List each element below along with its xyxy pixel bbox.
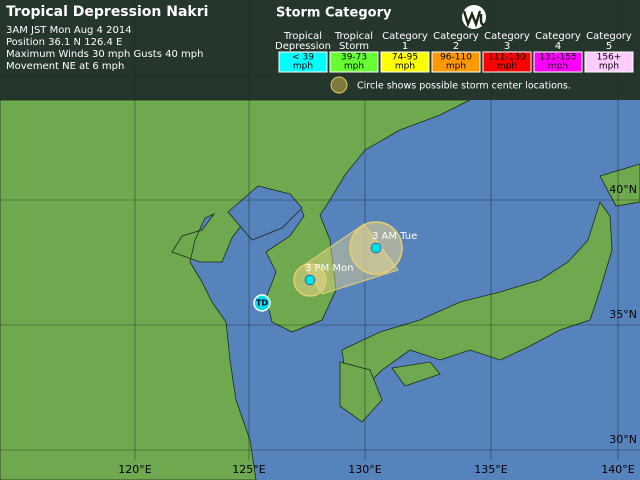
category-name: 1: [402, 41, 408, 52]
category-name: Depression: [275, 41, 331, 52]
info-line: Maximum Winds 30 mph Gusts 40 mph: [6, 49, 203, 60]
latitude-label: 30°N: [609, 433, 637, 446]
category-name: 5: [606, 41, 612, 52]
category-range: 111-130: [488, 53, 526, 63]
category-swatch: [380, 51, 430, 73]
land-honshu: [341, 201, 613, 391]
cone-note: Circle shows possible storm center locat…: [357, 81, 571, 92]
category-range: 96-110: [440, 53, 472, 63]
longitude-label: 125°E: [232, 463, 265, 476]
latitude-label: 35°N: [609, 308, 637, 321]
category-name: Category: [535, 31, 581, 42]
cone-legend-circle: [330, 76, 348, 94]
track-label: 3 PM Mon: [305, 263, 353, 274]
category-swatch: [533, 51, 583, 73]
longitude-label: 130°E: [348, 463, 381, 476]
category-swatch: [482, 51, 532, 73]
category-swatch: [584, 51, 634, 73]
header-band: [0, 0, 640, 100]
bohai-sea: [227, 185, 303, 241]
category-name: Category: [484, 31, 530, 42]
info-line: Movement NE at 6 mph: [6, 61, 124, 72]
info-line: Position 36.1 N 126.4 E: [6, 37, 122, 48]
category-swatch: [329, 51, 379, 73]
info-line: 3AM JST Mon Aug 4 2014: [6, 25, 132, 36]
wu-logo: [462, 5, 486, 29]
track-label: 3 AM Tue: [372, 231, 417, 242]
category-swatch: [278, 51, 328, 73]
logo-mark: [462, 10, 486, 28]
category-swatch: [431, 51, 481, 73]
category-range: mph: [293, 62, 313, 72]
category-range: 131-155: [539, 53, 577, 63]
category-range: mph: [497, 62, 517, 72]
legend-title: Storm Category: [276, 6, 392, 21]
category-range: 74-95: [392, 53, 418, 63]
category-name: 3: [504, 41, 510, 52]
category-name: Tropical: [334, 31, 373, 42]
longitude-label: 120°E: [118, 463, 151, 476]
forecast-point: [304, 274, 316, 286]
forecast-point: [370, 242, 382, 254]
category-range: mph: [395, 62, 415, 72]
category-name: Storm: [339, 41, 369, 52]
category-name: Tropical: [283, 31, 322, 42]
current-marker-label: TD: [256, 299, 268, 308]
category-range: 156+: [597, 53, 622, 63]
category-range: mph: [599, 62, 619, 72]
current-position: [253, 294, 271, 312]
category-range: 39-73: [341, 53, 367, 63]
land-hokkaido: [599, 163, 640, 207]
category-name: 2: [453, 41, 459, 52]
category-name: Category: [433, 31, 479, 42]
storm-title: Tropical Depression Nakri: [6, 4, 208, 20]
category-range: mph: [344, 62, 364, 72]
category-range: mph: [548, 62, 568, 72]
category-name: Category: [382, 31, 428, 42]
longitude-label: 140°E: [601, 463, 634, 476]
category-name: Category: [586, 31, 632, 42]
category-range: < 39: [292, 53, 314, 63]
longitude-label: 135°E: [474, 463, 507, 476]
category-name: 4: [555, 41, 561, 52]
latitude-label: 40°N: [609, 183, 637, 196]
land-shikoku: [391, 361, 441, 387]
category-range: mph: [446, 62, 466, 72]
